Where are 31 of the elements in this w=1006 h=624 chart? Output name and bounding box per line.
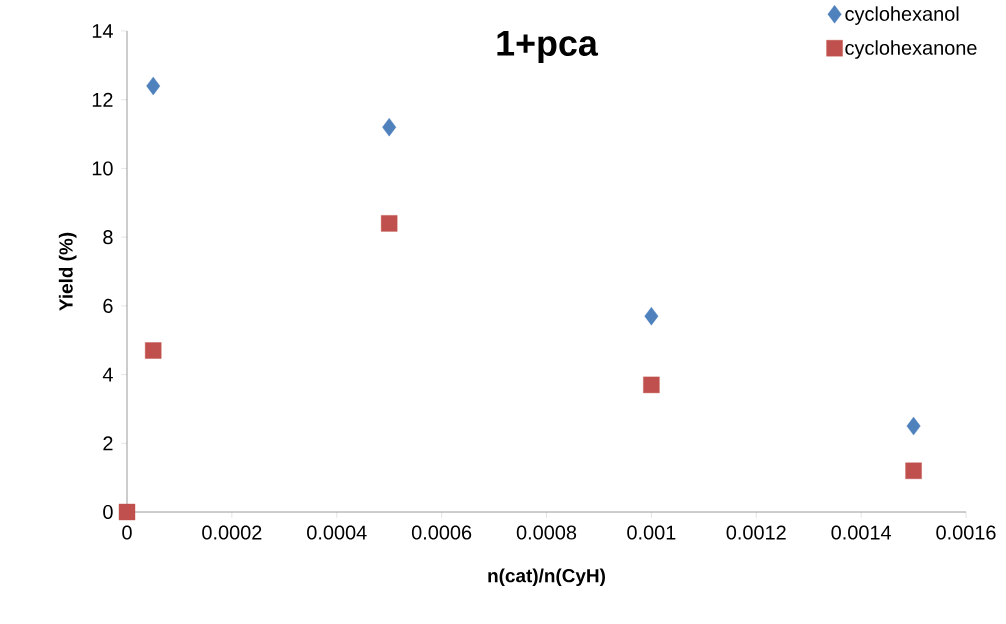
- point: [146, 76, 161, 96]
- point: [906, 416, 921, 436]
- y-tick-label: 10: [92, 161, 113, 176]
- point: [145, 342, 162, 359]
- y-tick-label: 6: [103, 298, 113, 313]
- y-tick-label: 2: [103, 436, 113, 451]
- x-tick-label: 0.0002: [202, 525, 262, 540]
- point: [118, 503, 136, 521]
- point: [382, 118, 397, 137]
- y-tick-label: 4: [102, 367, 113, 382]
- legend-label: cyclohexanone: [845, 40, 977, 59]
- x-tick-label: 0.0006: [411, 525, 472, 540]
- x-tick-label: 0.0016: [936, 525, 996, 540]
- x-tick-label: 0.0012: [726, 525, 786, 540]
- y-axis-title: Yield (%): [58, 232, 77, 311]
- y-tick-label: 12: [92, 92, 113, 107]
- point: [380, 215, 398, 232]
- y-tick-label: 8: [103, 230, 113, 245]
- y-tick-label: 0: [103, 504, 113, 520]
- x-tick-label: 0: [122, 525, 132, 540]
- x-tick-label: 0.0014: [831, 525, 892, 540]
- y-tick-label: 14: [92, 24, 113, 38]
- chart-title: 1+pca: [497, 30, 599, 64]
- point: [643, 376, 660, 394]
- x-tick-label: 0.0008: [516, 525, 577, 540]
- point: [644, 306, 659, 326]
- x-tick-label: 0.0004: [307, 525, 367, 540]
- x-axis-title: n(cat)/n(CyH): [488, 568, 605, 587]
- x-tick-label: 0.001: [627, 525, 676, 540]
- legend-label: cyclohexanol: [845, 6, 959, 25]
- point: [905, 462, 922, 479]
